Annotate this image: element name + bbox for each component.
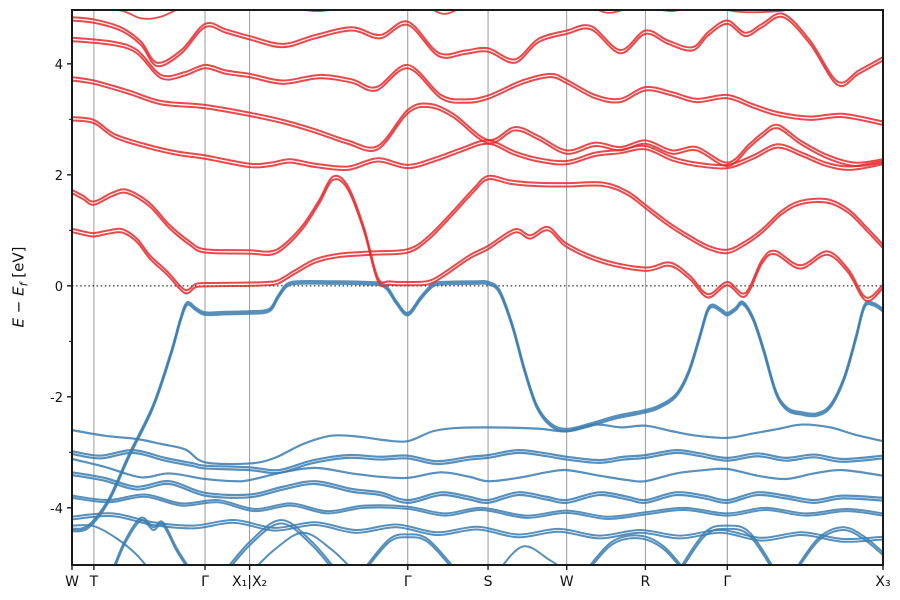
x-tick-label: W (65, 574, 79, 590)
band-line-conduction-6-lowest (72, 174, 883, 299)
band-line-valence-deep-4 (256, 531, 350, 565)
band-line-valence-deep-1 (72, 524, 147, 565)
band-line-valence-deep-5 (368, 536, 451, 565)
band-line-valence-3 (72, 451, 883, 475)
band-line-conduction-2 (72, 36, 883, 123)
band-line-valence-deep-3 (230, 522, 331, 565)
band-line-valence-deep-9 (797, 526, 883, 565)
x-tick-label: X₃ (875, 574, 890, 590)
band-line-valence-deep-7 (591, 537, 680, 565)
y-axis-label: E − Ef [eV] (10, 247, 31, 328)
band-line-conduction-3 (72, 76, 883, 164)
band-line-valence-5 (72, 471, 883, 502)
band-line-conduction-4 (72, 116, 883, 168)
band-line-conduction-5 (72, 178, 883, 295)
x-tick-label: R (641, 574, 651, 590)
band-line-conduction-4 (72, 119, 883, 172)
band-line-conduction-2 (72, 40, 883, 126)
band-line-valence-6 (72, 493, 883, 518)
band-line-valence-deep-5 (365, 533, 454, 565)
y-axis-label-minus: − (9, 295, 28, 318)
band-line-conduction-3 (72, 79, 883, 168)
band-line-valence-deep-8 (683, 527, 771, 565)
y-axis-label-E2: E (9, 286, 28, 296)
band-line-valence-7 (72, 512, 883, 541)
band-line-valence-deep-3 (228, 519, 334, 565)
band-line-valence-deep-8 (680, 524, 773, 565)
plot-border (71, 9, 884, 566)
x-tick-label: Γ (404, 574, 412, 590)
y-tick-label: -4 (50, 502, 63, 517)
x-tick-label: S (484, 574, 493, 590)
band-line-valence-5 (72, 473, 883, 505)
y-tick-label: 0 (55, 280, 63, 295)
y-tick-label: 2 (55, 169, 63, 184)
x-tick-label: X₁|X₂ (232, 574, 267, 590)
band-line-valence-deep-2 (113, 516, 189, 565)
y-tick-label: -2 (50, 391, 63, 406)
band-line-valence-deep-2 (114, 519, 187, 565)
band-line-valence-deep-9 (799, 529, 883, 565)
band-line-valence-7 (72, 515, 883, 543)
band-line-valence-2 (72, 423, 883, 466)
x-tick-label: T (89, 574, 99, 590)
band-line-valence-deep-6 (501, 545, 560, 565)
band-line-conduction-1 (72, 15, 883, 88)
y-axis-label-E1: E (9, 317, 28, 328)
band-line-conduction-6-lowest (72, 178, 883, 303)
band-line-conduction-5 (72, 174, 883, 292)
y-axis-label-unit: [eV] (9, 246, 28, 283)
band-line-valence-6 (72, 495, 883, 520)
y-axis-label-sub-f: f (17, 282, 31, 287)
band-line-valence-3 (72, 449, 883, 472)
band-line-valence-4 (72, 457, 883, 483)
band-line-valence-1-vbm (72, 282, 883, 533)
y-tick-label: 4 (55, 58, 63, 73)
x-tick-label: Γ (723, 574, 731, 590)
x-tick-label: Γ (201, 574, 209, 590)
x-tick-label: W (560, 574, 574, 590)
band-line-valence-deep-7 (589, 534, 683, 565)
band-line-conduction-1 (72, 12, 883, 84)
